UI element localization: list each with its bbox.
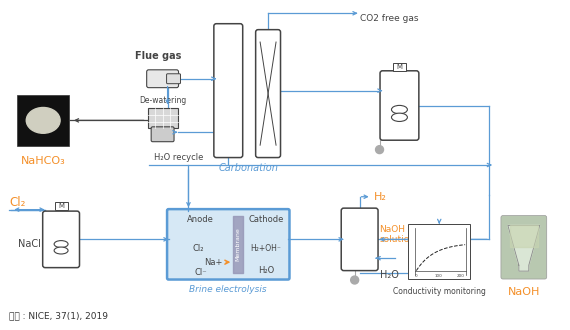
Text: H₂O: H₂O — [380, 270, 398, 280]
Bar — [393, 63, 406, 71]
FancyBboxPatch shape — [380, 71, 419, 140]
Polygon shape — [510, 225, 538, 247]
Ellipse shape — [26, 108, 60, 133]
Text: NaOH: NaOH — [508, 287, 540, 297]
Ellipse shape — [392, 113, 408, 121]
Text: H₂O: H₂O — [258, 266, 274, 275]
FancyBboxPatch shape — [151, 127, 174, 142]
FancyBboxPatch shape — [43, 211, 79, 268]
Text: M: M — [397, 64, 402, 70]
FancyBboxPatch shape — [255, 30, 280, 157]
Text: Cathode: Cathode — [249, 214, 284, 224]
Text: Na+: Na+ — [204, 258, 222, 267]
Text: H₂: H₂ — [373, 192, 386, 202]
Text: NaOH
solution: NaOH solution — [380, 225, 416, 244]
Text: H₂O recycle: H₂O recycle — [154, 153, 203, 162]
Text: H₂+OH⁻: H₂+OH⁻ — [251, 244, 282, 253]
Text: Membrane: Membrane — [236, 227, 241, 261]
Bar — [148, 109, 177, 128]
Text: Flue gas: Flue gas — [136, 51, 182, 61]
Bar — [408, 224, 470, 279]
Text: Carbonation: Carbonation — [218, 163, 278, 173]
Text: 출저 : NICE, 37(1), 2019: 출저 : NICE, 37(1), 2019 — [9, 312, 108, 321]
Circle shape — [351, 276, 359, 284]
FancyBboxPatch shape — [167, 209, 290, 280]
Text: 0: 0 — [415, 274, 418, 278]
Ellipse shape — [54, 247, 68, 254]
Text: 200: 200 — [456, 274, 464, 278]
Text: NaHCO₃: NaHCO₃ — [21, 156, 66, 166]
Text: NaCl: NaCl — [18, 239, 41, 249]
FancyBboxPatch shape — [341, 208, 378, 271]
Text: Cl⁻: Cl⁻ — [194, 268, 207, 277]
Text: Conductivity monitoring: Conductivity monitoring — [393, 287, 486, 296]
FancyBboxPatch shape — [166, 74, 181, 84]
Text: Cl₂: Cl₂ — [193, 244, 204, 253]
Bar — [55, 202, 68, 210]
Polygon shape — [508, 225, 540, 271]
FancyBboxPatch shape — [146, 70, 178, 88]
Ellipse shape — [54, 241, 68, 248]
Text: Cl₂: Cl₂ — [9, 196, 26, 209]
Text: De-watering: De-watering — [139, 95, 186, 105]
Ellipse shape — [392, 105, 408, 114]
Circle shape — [376, 146, 384, 153]
Bar — [17, 95, 69, 146]
Text: Brine electrolysis: Brine electrolysis — [189, 285, 267, 294]
Text: 100: 100 — [434, 274, 442, 278]
Text: CO2 free gas: CO2 free gas — [360, 14, 418, 23]
FancyBboxPatch shape — [501, 215, 547, 279]
Text: Anode: Anode — [187, 214, 214, 224]
FancyBboxPatch shape — [214, 24, 243, 157]
Text: M: M — [58, 203, 64, 209]
